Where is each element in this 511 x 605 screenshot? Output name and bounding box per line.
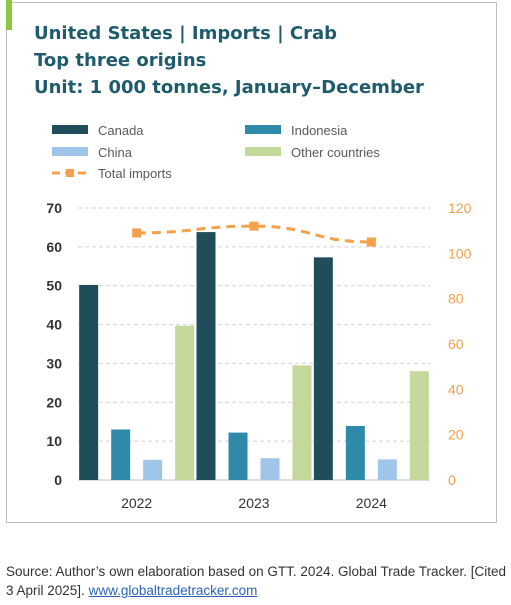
total-line [132,221,376,247]
source-note: Source: Author’s own elaboration based o… [6,562,511,600]
x-label-2024: 2024 [356,495,387,511]
legend-label-china: China [98,145,133,160]
x-label-2022: 2022 [121,495,152,511]
bar-canada-2022 [79,284,99,480]
right-tick-label: 120 [448,200,472,216]
left-tick-label: 60 [46,239,62,255]
chart-svg: Canada Indonesia China Other countries Total… [46,123,472,511]
left-tick-label: 20 [46,394,62,410]
left-tick-label: 50 [46,278,62,294]
right-tick-label: 0 [448,472,456,488]
legend-swatch-indonesia [245,125,281,134]
left-tick-label: 30 [46,355,62,371]
title-block: United States | Imports | Crab Top three… [34,20,424,101]
bar-canada-2023 [196,232,216,480]
bar-china-2023 [260,458,280,480]
right-tick-label: 20 [448,427,464,443]
right-tick-label: 80 [448,291,464,307]
source-text: Source: Author’s own elaboration based o… [6,564,507,598]
legend-label-other-countries: Other countries [291,145,380,160]
total-imports-point-2023 [249,221,259,231]
right-axis-ticks: 0 20 40 60 80 100 120 [448,200,472,488]
legend: Canada Indonesia China Other countries Total… [52,123,380,181]
chart-subtitle: Top three origins [34,50,207,71]
right-tick-label: 100 [448,245,472,261]
legend-label-indonesia: Indonesia [291,123,348,138]
gridlines [78,207,430,481]
right-tick-label: 40 [448,381,464,397]
legend-marker-total-imports [66,169,74,177]
left-tick-label: 10 [46,433,62,449]
left-tick-label: 40 [46,317,62,333]
x-axis-labels: 2022 2023 2024 [121,495,387,511]
legend-swatch-canada [52,125,88,134]
right-tick-label: 60 [448,336,464,352]
x-label-2023: 2023 [238,495,269,511]
bar-indonesia-2024 [345,425,365,480]
total-imports-point-2024 [366,237,376,247]
bar-china-2022 [143,459,163,480]
total-imports-point-2022 [132,228,142,238]
bar-china-2024 [377,459,397,480]
total-imports-line [136,224,372,244]
left-tick-label: 70 [46,200,62,216]
chart-unit: Unit: 1 000 tonnes, January–December [34,77,424,98]
legend-label-total-imports: Total imports [98,166,172,181]
bar-indonesia-2023 [228,432,248,480]
left-axis-ticks: 0 10 20 30 40 50 60 70 [46,200,62,488]
chart-title: United States | Imports | Crab [34,23,338,44]
bar-canada-2024 [313,257,333,480]
bar-other-countries-2024 [409,371,429,480]
bars [79,232,429,480]
accent-bar [6,0,12,30]
bar-other-countries-2022 [175,325,195,480]
left-tick-label: 0 [54,472,62,488]
legend-swatch-china [52,147,88,156]
legend-label-canada: Canada [98,123,144,138]
legend-swatch-other-countries [245,147,281,156]
bar-indonesia-2022 [111,429,131,480]
source-link[interactable]: www.globaltradetracker.com [88,583,258,598]
bar-other-countries-2023 [292,365,312,480]
